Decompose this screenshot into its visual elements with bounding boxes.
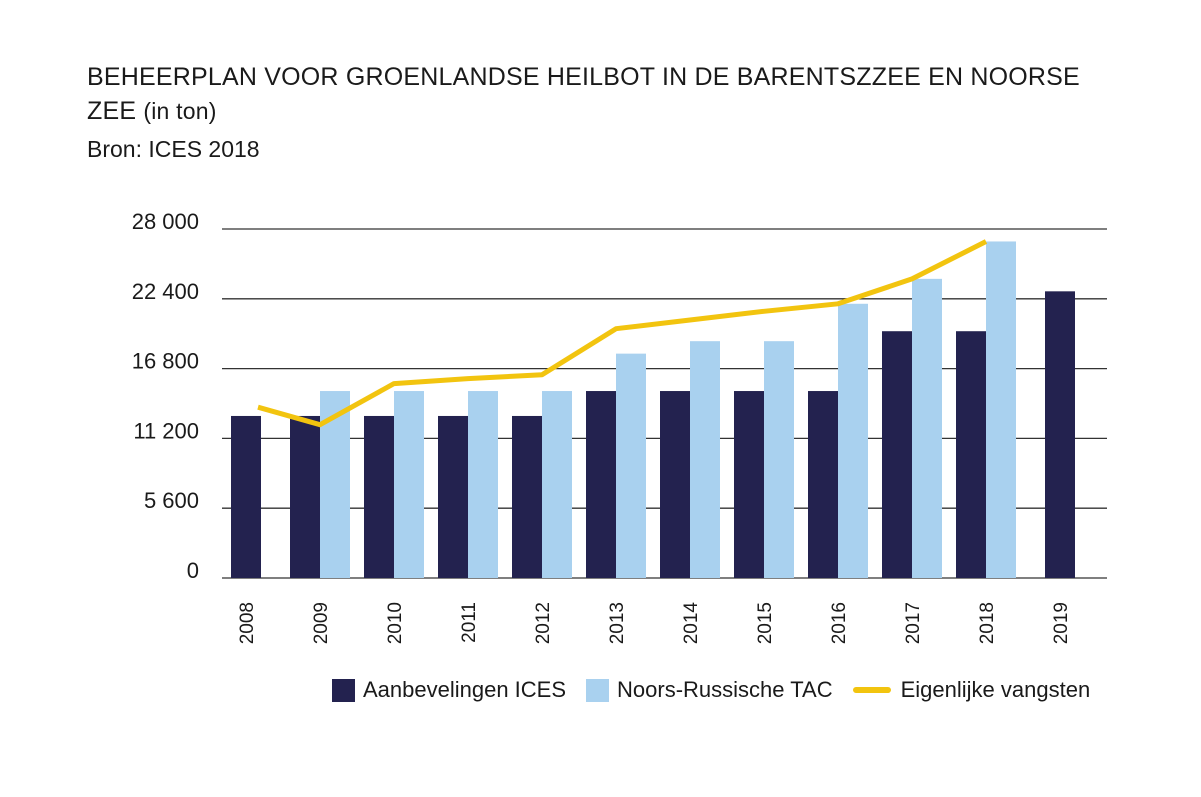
bar-tac-2015 [764, 341, 794, 578]
x-axis-ticks: 2008 2009 2010 2011 2012 2013 2014 2015 2016 2017… [237, 602, 1072, 645]
bar-ices-2017 [882, 331, 912, 578]
chart-legend: Aanbevelingen ICES Noors-Russische TAC E… [332, 677, 1110, 703]
legend-swatch-ices [332, 678, 355, 702]
x-tick-label: 2013 [607, 602, 628, 644]
chart-header: BEHEERPLAN VOOR GROENLANDSE HEILBOT IN D… [87, 60, 1127, 166]
bar-ices-2011 [438, 415, 468, 578]
y-tick-label: 11 200 [133, 418, 199, 443]
y-axis-ticks: 0 5 600 11 200 16 800 22 400 28 000 [132, 209, 199, 583]
x-tick-label: 2017 [903, 602, 924, 644]
bar-ices-2015 [734, 391, 764, 578]
y-tick-label: 16 800 [132, 349, 199, 374]
bar-tac-2010 [394, 391, 424, 578]
x-tick-label: 2008 [237, 602, 258, 644]
chart-title-line-2: ZEE (in ton) [87, 94, 1127, 128]
x-tick-label: 2018 [977, 602, 998, 644]
x-tick-label: 2014 [681, 602, 702, 645]
chart-title-line-1: BEHEERPLAN VOOR GROENLANDSE HEILBOT IN D… [87, 63, 1080, 91]
bar-tac-2018 [986, 241, 1016, 578]
legend-item-tac: Noors-Russische TAC [586, 677, 833, 703]
bar-ices-2019 [1045, 291, 1075, 578]
x-tick-label: 2012 [533, 602, 554, 644]
bar-ices-2016 [808, 391, 838, 578]
legend-swatch-tac [586, 678, 610, 702]
bar-tac-2017 [912, 278, 942, 578]
legend-item-catch: Eigenlijke vangsten [852, 677, 1091, 703]
legend-label-ices: Aanbevelingen ICES [363, 677, 567, 702]
chart-title-main: ZEE [87, 97, 137, 125]
bar-tac-2016 [838, 303, 868, 578]
legend-item-ices: Aanbevelingen ICES [332, 677, 566, 703]
catch-line [257, 239, 988, 428]
bar-tac-2012 [542, 391, 572, 578]
chart-title-unit: (in ton) [143, 98, 217, 124]
x-tick-label: 2019 [1051, 602, 1072, 644]
bar-ices-2014 [660, 391, 690, 578]
y-tick-label: 28 000 [132, 209, 199, 234]
legend-swatch-catch [852, 687, 891, 693]
bars [231, 241, 1075, 578]
x-tick-label: 2010 [385, 602, 406, 644]
y-tick-label: 0 [187, 558, 199, 583]
bar-ices-2009 [290, 415, 320, 578]
bar-ices-2018 [956, 331, 986, 578]
legend-label-tac: Noors-Russische TAC [617, 677, 833, 702]
bar-ices-2008 [231, 415, 261, 578]
bar-ices-2013 [586, 391, 616, 578]
bar-tac-2011 [468, 391, 498, 578]
x-tick-label: 2011 [459, 602, 480, 643]
legend-label-catch: Eigenlijke vangsten [900, 677, 1091, 702]
x-tick-label: 2015 [755, 602, 776, 644]
x-tick-label: 2016 [829, 602, 850, 644]
line-series-eigenlijke-vangsten [257, 239, 988, 428]
bar-ices-2012 [512, 415, 542, 578]
chart-source: Bron: ICES 2018 [87, 136, 260, 162]
bar-tac-2014 [690, 341, 720, 578]
bar-tac-2013 [616, 353, 646, 578]
bar-ices-2010 [364, 415, 394, 578]
y-tick-label: 22 400 [132, 279, 199, 304]
x-tick-label: 2009 [311, 602, 332, 644]
y-tick-label: 5 600 [144, 488, 199, 513]
